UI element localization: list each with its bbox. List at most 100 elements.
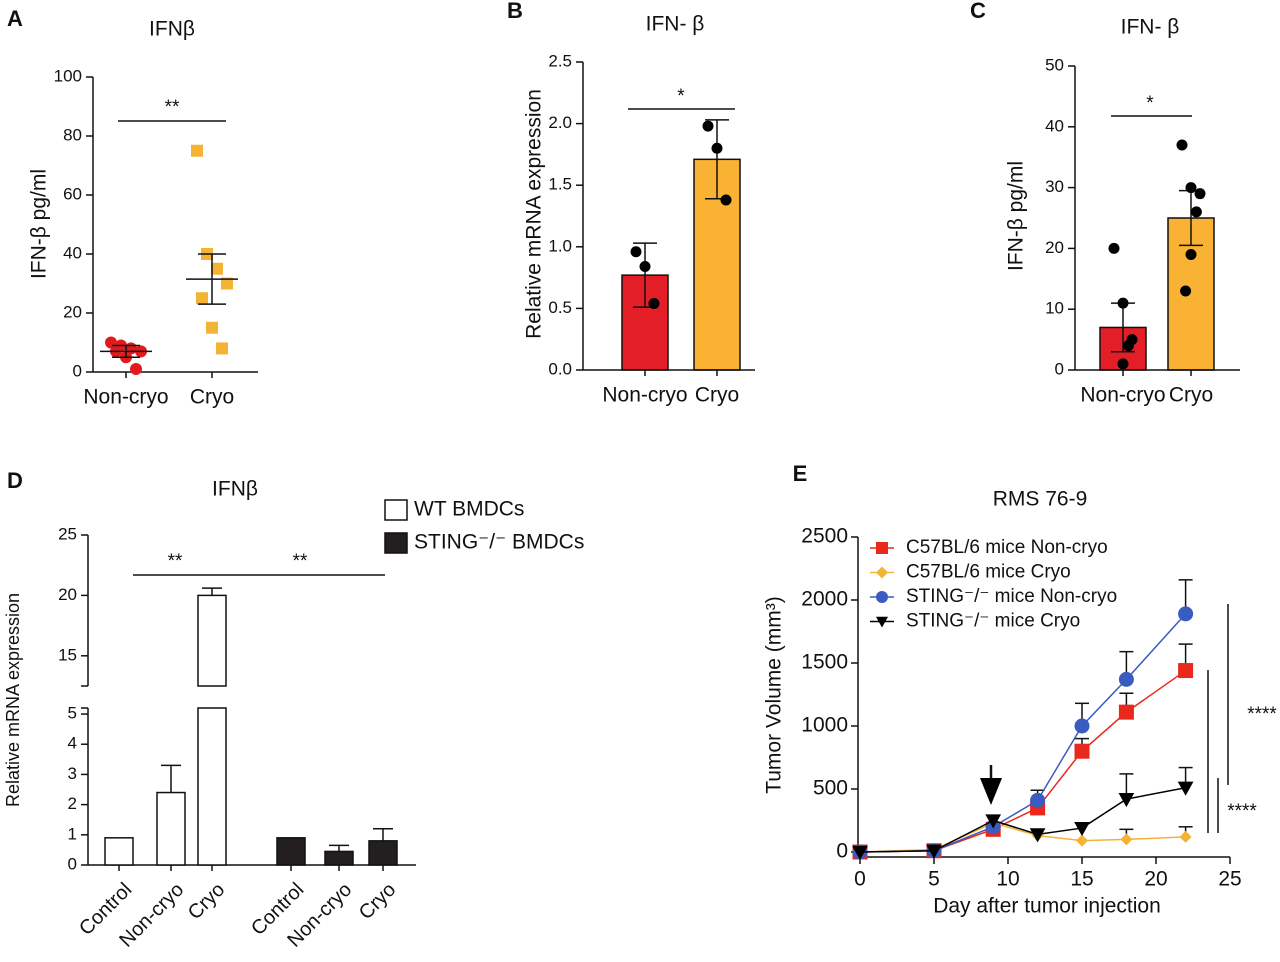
x-axis-label: Day after tumor injection [933, 895, 1161, 918]
y-tick-label: 20 [63, 302, 82, 321]
chart-title: RMS 76-9 [993, 488, 1088, 511]
x-tick-label: Non-cryo [1080, 384, 1165, 407]
annotation: * [1146, 93, 1154, 114]
marker [1120, 833, 1133, 846]
bar [104, 837, 134, 866]
marker [711, 142, 723, 154]
y-tick-label: 15 [58, 645, 77, 664]
x-tick-label: Non-cryo [602, 384, 687, 407]
x-tick-label: 10 [996, 868, 1019, 891]
y-tick-label: 40 [63, 243, 82, 262]
legend-label: C57BL/6 mice Cryo [906, 562, 1071, 583]
y-tick-label: 0 [73, 361, 82, 380]
panel-letter: E [793, 461, 808, 486]
legend-marker [876, 591, 888, 603]
marker [1179, 830, 1192, 843]
x-tick-label: 25 [1218, 868, 1241, 891]
marker [1176, 139, 1188, 151]
legend-label: STING⁻/⁻ BMDCs [414, 531, 584, 554]
marker [221, 277, 233, 290]
legend-label: STING⁻/⁻ mice Cryo [906, 611, 1080, 632]
y-axis-label: Relative mRNA expression [3, 593, 23, 807]
legend-label: STING⁻/⁻ mice Non-cryo [906, 586, 1117, 607]
marker [1108, 242, 1120, 254]
marker [1030, 792, 1046, 808]
bar [197, 707, 227, 866]
y-tick-label: 4 [68, 734, 77, 753]
annotation: **** [1247, 704, 1277, 725]
y-tick-label: 40 [1045, 116, 1064, 135]
y-tick-label: 1000 [801, 714, 848, 737]
x-tick-label: Cryo [184, 879, 229, 924]
annotation: ** [168, 551, 183, 572]
marker [191, 144, 203, 157]
marker [1118, 671, 1134, 687]
arrow-head [980, 778, 1002, 805]
marker [648, 297, 660, 309]
y-tick-label: 30 [1045, 177, 1064, 196]
panel-letter: C [970, 0, 986, 23]
marker [1178, 663, 1194, 679]
y-tick-label: 1.0 [548, 236, 572, 255]
y-tick-label: 0.0 [548, 359, 572, 378]
y-axis-label: Tumor Volume (mm³) [763, 596, 786, 794]
marker [1180, 285, 1192, 297]
marker [639, 261, 651, 273]
marker [1177, 781, 1194, 796]
marker [1074, 821, 1090, 837]
marker [720, 194, 732, 206]
x-tick-label: 15 [1070, 868, 1093, 891]
marker [216, 342, 228, 355]
bar [368, 840, 398, 866]
y-tick-label: 0 [68, 854, 77, 873]
legend-label: C57BL/6 mice Non-cryo [906, 537, 1108, 558]
marker [630, 246, 642, 258]
panel-letter: B [507, 0, 523, 23]
y-tick-label: 100 [54, 66, 82, 85]
marker [1185, 248, 1197, 260]
marker [196, 292, 208, 305]
series-line [859, 787, 1186, 853]
marker [1029, 828, 1046, 843]
bar [276, 837, 306, 866]
legend-marker [876, 566, 888, 579]
legend-label: WT BMDCs [414, 498, 524, 521]
chart-title: IFN- β [1121, 16, 1180, 39]
y-tick-label: 1.5 [548, 175, 572, 194]
marker [1194, 188, 1206, 200]
y-tick-label: 10 [1045, 299, 1064, 318]
y-tick-label: 20 [58, 585, 77, 604]
y-tick-label: 3 [68, 764, 77, 783]
legend-swatch [384, 532, 408, 554]
panel-letter: A [7, 6, 23, 31]
x-tick-label: 5 [928, 868, 940, 891]
y-tick-label: 2500 [801, 525, 848, 548]
annotation: ** [165, 97, 180, 118]
x-tick-label: Cryo [695, 384, 739, 407]
y-tick-label: 0.5 [548, 298, 572, 317]
x-tick-label: Non-cryo [83, 386, 168, 409]
annotation: **** [1227, 801, 1257, 822]
marker [1074, 743, 1090, 759]
marker [1122, 340, 1134, 352]
y-tick-label: 1500 [801, 651, 848, 674]
y-tick-label: 20 [1045, 238, 1064, 257]
marker [211, 262, 223, 275]
x-tick-label: Cryo [190, 386, 234, 409]
marker [926, 844, 942, 859]
marker [130, 363, 142, 376]
marker [1118, 792, 1135, 808]
y-tick-label: 0 [1055, 359, 1064, 378]
x-tick-label: 20 [1144, 868, 1167, 891]
marker [1117, 297, 1129, 309]
annotation: * [677, 86, 685, 107]
series-line [859, 613, 1187, 853]
y-tick-label: 2.5 [548, 51, 572, 70]
y-axis-label: Relative mRNA expression [523, 89, 546, 339]
legend-marker [876, 542, 888, 554]
legend-marker [876, 616, 888, 628]
marker [1076, 834, 1088, 847]
marker [1178, 606, 1194, 622]
y-tick-label: 2 [68, 794, 77, 813]
